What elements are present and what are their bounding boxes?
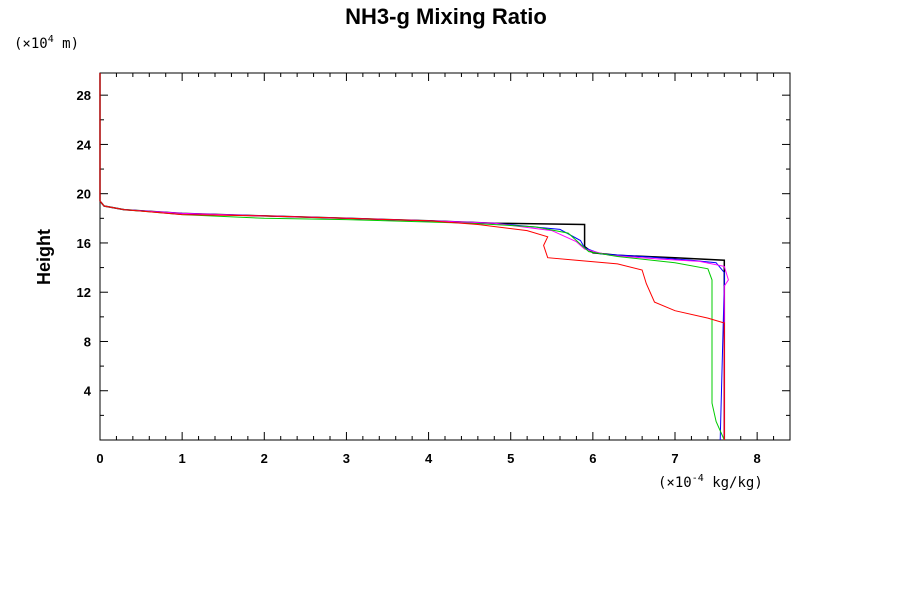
x-tick-label: 6 [589,451,596,466]
plot-frame [99,72,791,441]
x-tick-label: 4 [425,451,433,466]
y-tick-label: 8 [84,334,91,349]
x-tick-label: 1 [179,451,186,466]
series-line-5 [99,73,725,440]
y-tick-label: 24 [77,137,92,152]
y-tick-label: 16 [77,236,91,251]
x-unit-label: (×10-4 kg/kg) [658,473,763,491]
y-tick-label: 4 [84,384,92,399]
y-tick-label: 28 [77,88,91,103]
series-lines [99,73,729,441]
x-tick-label: 2 [261,451,268,466]
x-tick-label: 8 [754,451,761,466]
x-tick-label: 3 [343,451,350,466]
y-tick-label: 20 [77,187,91,202]
x-tick-label: 5 [507,451,514,466]
y-tick-label: 12 [77,285,91,300]
x-tick-label: 0 [96,451,103,466]
y-unit-label: (×104 m) [14,34,79,52]
x-tick-label: 7 [671,451,678,466]
y-axis-label: Height [34,229,54,285]
chart-title: NH3-g Mixing Ratio [345,4,547,29]
